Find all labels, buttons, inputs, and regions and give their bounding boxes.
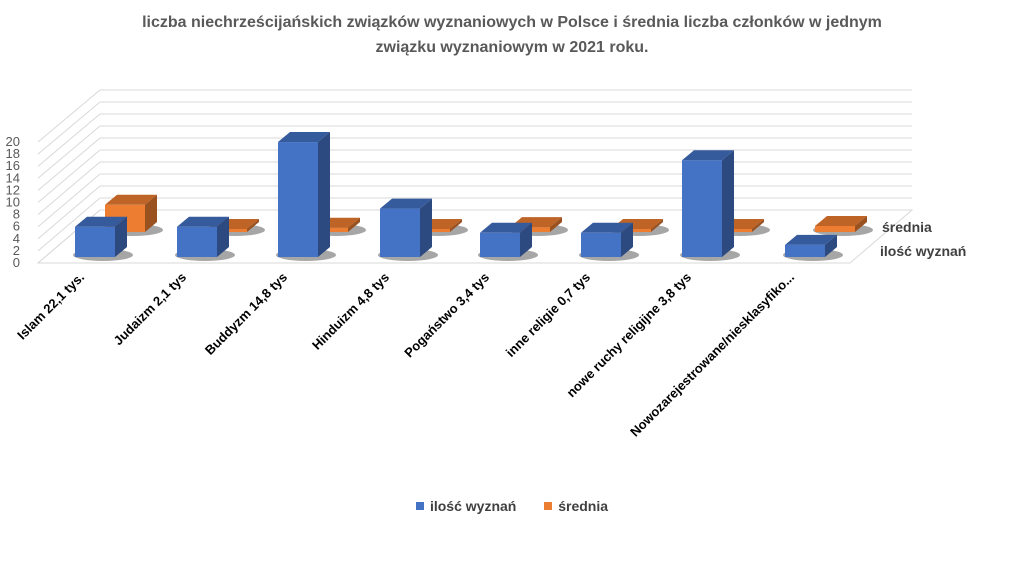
legend-swatch xyxy=(415,502,424,510)
x-category-label: inne religie 0,7 tys xyxy=(503,270,593,360)
y-tick-label: 20 xyxy=(6,134,20,149)
bar-ilosc-top xyxy=(682,150,734,161)
bar-ilosc-top xyxy=(785,234,837,245)
x-category-label: Buddyzm 14,8 tys xyxy=(202,270,290,358)
legend-item-srednia: średnia xyxy=(544,498,608,514)
bar-ilosc-side xyxy=(115,216,127,257)
x-category-label: Nowozarejestrowane/niesklasyfiko... xyxy=(627,270,797,440)
bar-ilosc-top xyxy=(480,222,532,233)
bar-srednia-top xyxy=(105,194,157,205)
y-tick-label: 0 xyxy=(13,255,20,270)
y-tick-label: 18 xyxy=(6,146,20,161)
side-gridline xyxy=(37,149,101,203)
bar-srednia-top xyxy=(815,215,867,226)
bar-ilosc-side xyxy=(318,132,330,257)
side-gridline xyxy=(37,137,101,191)
legend-item-ilosc: ilość wyznań xyxy=(415,498,516,514)
y-tick-label: 12 xyxy=(6,182,20,197)
bar-ilosc-front xyxy=(581,232,621,257)
y-tick-label: 10 xyxy=(6,195,20,210)
side-gridline xyxy=(37,185,101,240)
bar-ilosc-side xyxy=(217,216,229,257)
legend: ilość wyznań średnia xyxy=(0,497,1024,514)
chart-title: liczba niechrześcijańskich związków wyzn… xyxy=(142,14,882,56)
bar-srednia-side xyxy=(450,218,462,232)
bar-ilosc-top xyxy=(581,222,633,233)
bar-ilosc-front xyxy=(177,226,217,257)
bar-ilosc-side xyxy=(621,222,633,257)
side-gridline xyxy=(37,173,101,228)
bar-ilosc-side xyxy=(722,150,734,257)
series-label-srednia: średnia xyxy=(882,219,932,235)
x-category-label: Hinduizm 4,8 tys xyxy=(309,270,392,353)
y-tick-label: 2 xyxy=(13,243,20,258)
side-gridline xyxy=(37,113,101,167)
bar-ilosc-side xyxy=(825,234,837,257)
y-tick-label: 16 xyxy=(6,158,20,173)
bar-srednia-side xyxy=(752,219,764,232)
side-gridline xyxy=(37,125,101,179)
x-category-label: Judaizm 2,1 tys xyxy=(111,270,190,349)
y-tick-label: 14 xyxy=(6,170,20,185)
bar-ilosc-side xyxy=(520,222,532,257)
side-gridline xyxy=(37,161,101,215)
x-category-label: Islam 22,1 tys. xyxy=(14,270,87,343)
bar-ilosc-front xyxy=(785,244,825,257)
bar-srednia-side xyxy=(145,194,157,232)
bar-ilosc-front xyxy=(380,208,420,257)
bar-ilosc-front xyxy=(278,142,318,257)
bar-srednia-side xyxy=(348,217,360,232)
y-tick-label: 4 xyxy=(13,231,20,246)
bar-ilosc-front xyxy=(682,160,722,257)
x-category-label: Pogaństwo 3,4 tys xyxy=(401,270,492,361)
y-tick-label: 6 xyxy=(13,219,20,234)
legend-swatch xyxy=(544,502,553,510)
series-label-ilosc: ilość wyznań xyxy=(880,243,966,259)
bar-srednia-side xyxy=(550,217,562,232)
side-gridline xyxy=(37,101,101,155)
bar-srednia-side xyxy=(247,218,259,232)
side-gridline xyxy=(37,197,101,252)
bar-srednia-front xyxy=(815,225,855,232)
bar-srednia-side xyxy=(651,219,663,232)
bar-ilosc-side xyxy=(420,198,432,257)
bar-ilosc-top xyxy=(75,216,127,227)
y-tick-label: 8 xyxy=(13,207,20,222)
bar-srednia-side xyxy=(855,215,867,232)
bar-ilosc-front xyxy=(75,226,115,257)
bar-ilosc-top xyxy=(380,198,432,209)
floor xyxy=(36,209,914,264)
bar-ilosc-top xyxy=(177,216,229,227)
side-gridline xyxy=(37,89,101,143)
bar-ilosc-top xyxy=(278,132,330,143)
bar-ilosc-front xyxy=(480,232,520,257)
